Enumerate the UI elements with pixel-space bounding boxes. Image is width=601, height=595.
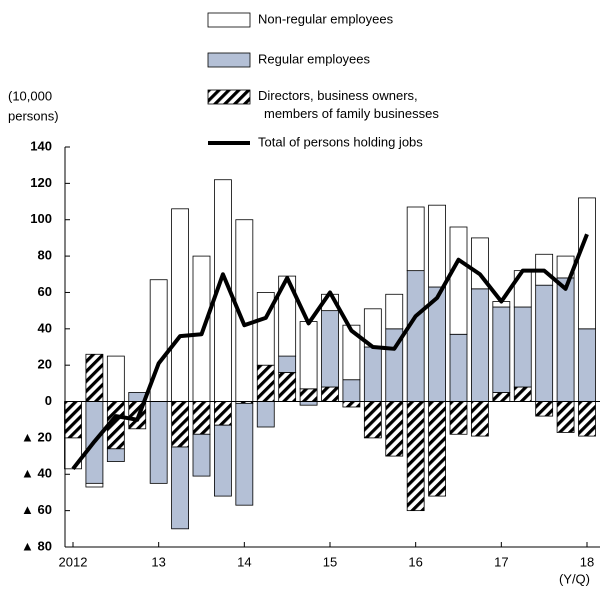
bar	[149, 401, 168, 484]
x-tick-label: 13	[151, 554, 165, 569]
bar	[513, 386, 532, 402]
y-tick-label: 100	[30, 211, 52, 226]
bar	[85, 482, 104, 488]
bar	[406, 270, 425, 402]
y-tick-label: 40	[38, 320, 52, 335]
y-axis-label: persons)	[8, 108, 59, 123]
bar	[471, 401, 489, 437]
bar	[406, 206, 425, 272]
bar	[385, 401, 404, 457]
bar	[342, 401, 361, 408]
bar	[449, 333, 468, 402]
bar	[406, 401, 425, 512]
bar	[192, 401, 211, 435]
legend-swatch	[207, 52, 251, 68]
bar	[428, 204, 446, 288]
bar	[85, 353, 104, 402]
x-axis-label: (Y/Q)	[559, 571, 590, 586]
legend-label-line: Directors, business owners,	[258, 88, 418, 103]
x-tick-label: 14	[237, 554, 251, 569]
y-axis-label: (10,000	[8, 88, 52, 103]
bar	[449, 226, 468, 335]
bar	[342, 379, 361, 402]
bar	[64, 401, 82, 439]
bar	[192, 433, 211, 477]
bar	[578, 328, 596, 402]
bar	[321, 386, 339, 402]
bar	[535, 284, 554, 402]
bar	[492, 306, 511, 393]
bar	[106, 448, 125, 462]
legend-label: Total of persons holding jobs	[258, 134, 423, 149]
bar	[278, 355, 297, 373]
y-tick-label: ▲ 80	[21, 538, 52, 553]
x-tick-label: 16	[408, 554, 422, 569]
bar	[171, 208, 189, 402]
bar	[535, 401, 554, 417]
legend-swatch	[207, 89, 251, 105]
bar	[385, 293, 404, 330]
bar	[256, 401, 275, 428]
bar	[214, 401, 232, 426]
x-tick-label: 15	[323, 554, 337, 569]
bar	[556, 401, 575, 433]
total-line	[71, 233, 589, 471]
bar	[492, 392, 511, 402]
legend-label-line: members of family businesses	[264, 106, 439, 121]
y-tick-label: ▲ 60	[21, 502, 52, 517]
y-tick-label: ▲ 20	[21, 429, 52, 444]
bar	[235, 402, 254, 506]
legend-label: Directors, business owners, members of fa…	[258, 88, 439, 121]
legend-label: Non-regular employees	[258, 11, 394, 26]
legend-label: Regular employees	[258, 51, 371, 66]
y-tick-label: 140	[30, 138, 52, 153]
bar	[321, 310, 339, 388]
bar	[299, 401, 318, 406]
bar	[363, 346, 382, 402]
bar	[256, 364, 275, 402]
bar	[513, 306, 532, 388]
bar	[471, 237, 489, 290]
bar	[556, 277, 575, 402]
y-tick-label: 80	[38, 248, 52, 263]
y-tick-label: 60	[38, 284, 52, 299]
y-tick-label: 20	[38, 357, 52, 372]
bar	[171, 401, 189, 448]
y-tick-label: 120	[30, 175, 52, 190]
bar	[171, 446, 189, 530]
x-tick-label: 17	[494, 554, 508, 569]
legend-swatch	[207, 12, 251, 28]
bar	[106, 355, 125, 402]
x-tick-label: 2012	[59, 554, 88, 569]
bar	[278, 372, 297, 402]
x-tick-label: 18	[580, 554, 594, 569]
bar	[214, 424, 232, 497]
bar	[449, 401, 468, 435]
bar	[578, 197, 596, 330]
bar	[299, 321, 318, 390]
bar	[363, 401, 382, 439]
y-tick-label: ▲ 40	[21, 466, 52, 481]
bar	[578, 401, 596, 437]
bar	[471, 288, 489, 402]
y-tick-label: 0	[45, 393, 52, 408]
bar	[342, 324, 361, 381]
bar	[428, 401, 446, 497]
bar	[299, 388, 318, 402]
